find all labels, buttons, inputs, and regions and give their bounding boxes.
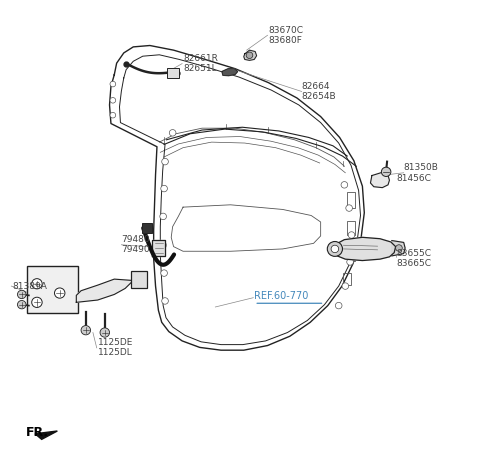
Circle shape bbox=[160, 213, 167, 219]
Text: 79480: 79480 bbox=[121, 235, 150, 244]
Circle shape bbox=[55, 288, 65, 298]
Circle shape bbox=[346, 205, 352, 212]
Polygon shape bbox=[392, 241, 405, 256]
Text: 79490: 79490 bbox=[121, 245, 150, 254]
Circle shape bbox=[396, 245, 402, 251]
Circle shape bbox=[161, 185, 168, 192]
Circle shape bbox=[348, 232, 355, 238]
Text: 1125DL: 1125DL bbox=[97, 348, 132, 358]
Circle shape bbox=[341, 181, 348, 188]
Text: 83655C: 83655C bbox=[396, 249, 432, 258]
Circle shape bbox=[246, 52, 253, 58]
Text: 82654B: 82654B bbox=[301, 92, 336, 101]
Text: 83670C: 83670C bbox=[268, 26, 303, 35]
Circle shape bbox=[327, 242, 342, 256]
Polygon shape bbox=[371, 172, 389, 188]
FancyBboxPatch shape bbox=[131, 271, 147, 288]
Circle shape bbox=[382, 167, 391, 176]
Circle shape bbox=[110, 97, 116, 103]
Polygon shape bbox=[152, 240, 165, 256]
Text: 81350B: 81350B bbox=[404, 163, 439, 172]
Text: 83680F: 83680F bbox=[268, 36, 302, 46]
Circle shape bbox=[110, 112, 116, 118]
Circle shape bbox=[336, 302, 342, 309]
Text: FR.: FR. bbox=[25, 426, 48, 439]
Circle shape bbox=[32, 279, 42, 289]
Circle shape bbox=[100, 328, 109, 337]
Circle shape bbox=[81, 326, 91, 335]
Polygon shape bbox=[244, 50, 257, 60]
Polygon shape bbox=[76, 279, 133, 302]
Circle shape bbox=[17, 290, 26, 298]
Circle shape bbox=[161, 270, 168, 276]
Text: REF.60-770: REF.60-770 bbox=[254, 291, 309, 301]
Circle shape bbox=[160, 242, 167, 249]
Text: 83665C: 83665C bbox=[396, 259, 432, 268]
Circle shape bbox=[32, 297, 42, 307]
Text: 82664: 82664 bbox=[301, 82, 330, 91]
Circle shape bbox=[331, 245, 339, 253]
Text: 82651L: 82651L bbox=[183, 64, 216, 73]
Circle shape bbox=[169, 130, 176, 136]
Circle shape bbox=[162, 158, 168, 165]
FancyBboxPatch shape bbox=[142, 223, 152, 233]
Circle shape bbox=[110, 81, 116, 87]
Polygon shape bbox=[334, 237, 396, 260]
Circle shape bbox=[162, 298, 168, 304]
Text: 81389A: 81389A bbox=[12, 282, 47, 290]
FancyBboxPatch shape bbox=[27, 266, 78, 313]
Text: 1125DE: 1125DE bbox=[97, 338, 133, 347]
Circle shape bbox=[347, 258, 353, 265]
Text: 82661R: 82661R bbox=[183, 54, 218, 63]
FancyBboxPatch shape bbox=[167, 68, 179, 78]
Circle shape bbox=[342, 283, 348, 290]
Circle shape bbox=[17, 300, 26, 309]
Text: 81456C: 81456C bbox=[396, 174, 432, 183]
Polygon shape bbox=[222, 69, 238, 76]
Polygon shape bbox=[35, 431, 57, 439]
